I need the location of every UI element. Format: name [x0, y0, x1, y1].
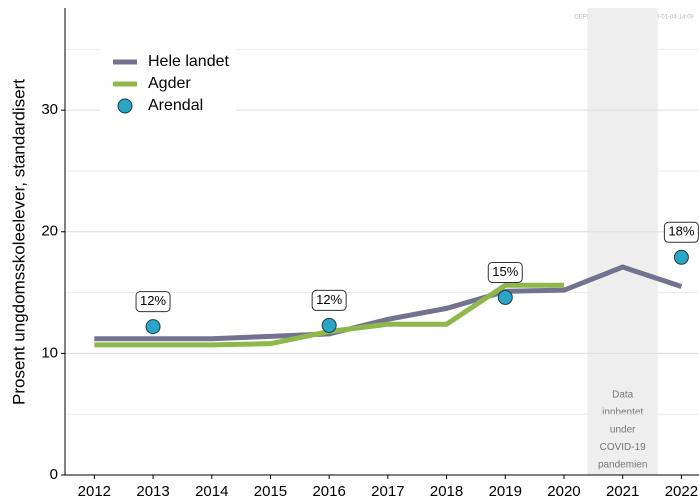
- data-label: 15%: [492, 264, 518, 279]
- label-box: [135, 291, 171, 313]
- data-label: 18%: [668, 224, 694, 239]
- x-tick-label: 2013: [136, 483, 169, 500]
- label-box: [487, 261, 523, 283]
- x-tick-label: 2016: [312, 483, 345, 500]
- x-tick-label: 2012: [78, 483, 111, 500]
- y-tick-label: 10: [41, 344, 58, 361]
- legend-label: Arendal: [148, 97, 203, 114]
- x-tick-label: 2020: [547, 483, 580, 500]
- x-tick-label: 2019: [489, 483, 522, 500]
- shaded-label: under: [610, 425, 636, 436]
- legend-label: Agder: [148, 75, 191, 92]
- data-label: 12%: [140, 293, 166, 308]
- shaded-label: Data: [612, 390, 634, 401]
- line: [94, 264, 683, 342]
- point: [673, 249, 689, 265]
- point: [321, 317, 337, 333]
- legend-label: Hele landet: [148, 53, 230, 70]
- y-tick-label: 20: [41, 223, 58, 240]
- legend-swatch: [117, 98, 133, 114]
- y-axis-label: Prosent ungdomsskoleelever, standardiser…: [9, 79, 28, 405]
- point: [145, 319, 161, 335]
- label-box: [663, 221, 699, 243]
- shaded-label: innhentet: [602, 407, 643, 418]
- x-tick-label: 2018: [430, 483, 463, 500]
- label-box: [311, 289, 347, 311]
- shaded-region: [587, 8, 658, 475]
- x-tick-label: 2014: [195, 483, 228, 500]
- y-tick-label: 0: [50, 466, 58, 483]
- y-tick-label: 30: [41, 101, 58, 118]
- x-tick-label: 2017: [371, 483, 404, 500]
- x-tick-label: 2021: [606, 483, 639, 500]
- data-label: 12%: [316, 292, 342, 307]
- point: [497, 289, 513, 305]
- shaded-label: pandemien: [598, 460, 647, 471]
- x-tick-label: 2015: [254, 483, 287, 500]
- x-tick-label: 2022: [665, 483, 698, 500]
- shaded-label: COVID-19: [600, 442, 647, 453]
